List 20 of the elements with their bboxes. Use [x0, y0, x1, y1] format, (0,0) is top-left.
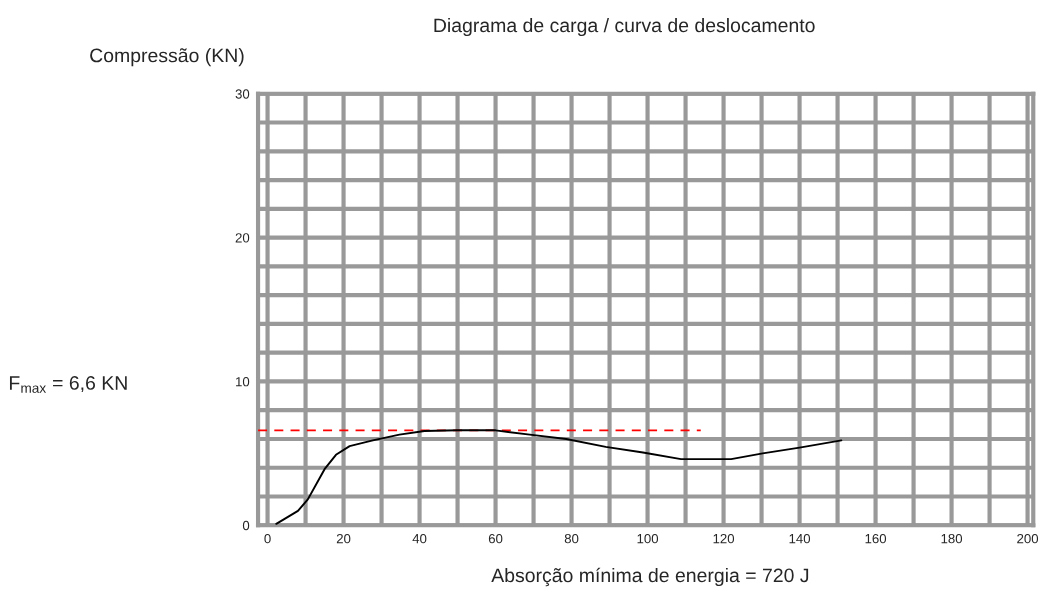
y-tick-label: 30 — [235, 89, 250, 99]
line-series — [275, 429, 843, 525]
text: F$_{max}$ = 6,6 KN — [9, 376, 127, 393]
x-tick-label: 200 — [1017, 533, 1039, 544]
y-tick-label: 10 — [236, 377, 250, 387]
x-tick-label: 20 — [336, 533, 351, 544]
x-tick-label: 140 — [789, 533, 811, 544]
chart-title: Diagrama de carga / curva de deslocamento — [434, 17, 815, 37]
x-tick-label: 100 — [637, 533, 659, 544]
y-tick-label: 0 — [242, 520, 250, 531]
x-tick-label: 120 — [713, 533, 735, 544]
x-axis-title: Absorção mínima de energia = 720 J — [491, 567, 809, 587]
y-axis-title: Compressão (KN) — [90, 48, 244, 67]
x-tick-label: 60 — [488, 533, 503, 544]
y-tick-label: 20 — [235, 233, 250, 243]
x-tick-label: 160 — [865, 533, 887, 544]
x-tick-label: 180 — [941, 533, 963, 544]
x-tick-label: 80 — [564, 533, 579, 544]
x-tick-label: 0 — [264, 533, 271, 544]
x-tick-label: 40 — [412, 533, 427, 544]
